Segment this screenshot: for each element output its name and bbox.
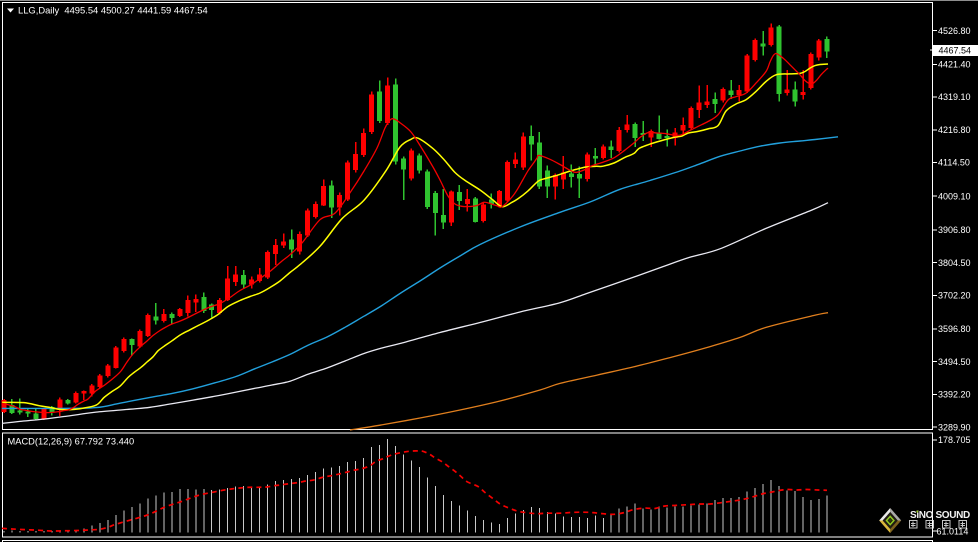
svg-text:3804.50: 3804.50 [938, 258, 971, 268]
svg-text:MACD(12,26,9) 67.792 73.440: MACD(12,26,9) 67.792 73.440 [8, 437, 135, 447]
svg-text:4319.10: 4319.10 [938, 92, 971, 102]
svg-text:LLG,Daily 4495.54 4500.27 444: LLG,Daily 4495.54 4500.27 4441.59 4467.5… [18, 5, 208, 16]
svg-text:3906.80: 3906.80 [938, 225, 971, 235]
svg-text:4526.80: 4526.80 [938, 26, 971, 36]
svg-text:3289.90: 3289.90 [938, 422, 971, 432]
svg-text:178.705: 178.705 [938, 435, 971, 445]
svg-text:4216.80: 4216.80 [938, 125, 971, 135]
svg-text:61.0114: 61.0114 [937, 527, 969, 537]
svg-text:4114.50: 4114.50 [938, 158, 970, 168]
svg-text:4421.40: 4421.40 [938, 60, 971, 70]
svg-text:SiNO SOUND: SiNO SOUND [910, 510, 970, 521]
svg-text:3702.20: 3702.20 [938, 291, 971, 301]
svg-text:3494.50: 3494.50 [938, 357, 971, 367]
svg-text:4467.54: 4467.54 [939, 46, 972, 56]
svg-text:3392.20: 3392.20 [938, 390, 971, 400]
svg-text:3596.80: 3596.80 [938, 324, 971, 334]
svg-text:4009.10: 4009.10 [938, 191, 971, 201]
